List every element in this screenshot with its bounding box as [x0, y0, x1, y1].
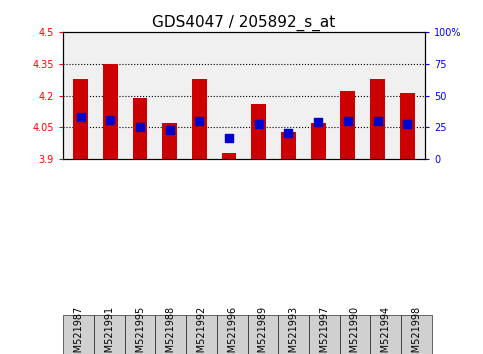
- Bar: [281, 132, 296, 159]
- Text: GSM521991: GSM521991: [104, 306, 114, 354]
- Text: GSM521998: GSM521998: [412, 306, 421, 354]
- Point: [403, 121, 411, 126]
- Text: GSM521987: GSM521987: [74, 306, 84, 354]
- Bar: [132, 98, 147, 159]
- Point: [166, 127, 173, 133]
- Bar: [103, 64, 118, 159]
- Text: GSM521996: GSM521996: [227, 306, 237, 354]
- Point: [77, 114, 85, 120]
- Text: GSM521994: GSM521994: [381, 306, 391, 354]
- Point: [374, 118, 382, 124]
- Bar: [251, 104, 266, 159]
- Point: [314, 120, 322, 125]
- Bar: [370, 79, 385, 159]
- Text: GSM521989: GSM521989: [258, 306, 268, 354]
- Text: GSM521988: GSM521988: [166, 306, 176, 354]
- Bar: [73, 79, 88, 159]
- Title: GDS4047 / 205892_s_at: GDS4047 / 205892_s_at: [152, 14, 336, 30]
- Text: GSM521990: GSM521990: [350, 306, 360, 354]
- Text: GSM521993: GSM521993: [288, 306, 298, 354]
- Point: [225, 135, 233, 141]
- Point: [284, 130, 292, 135]
- Bar: [222, 153, 237, 159]
- Text: GSM521992: GSM521992: [197, 306, 207, 354]
- Point: [344, 118, 352, 124]
- Text: GSM521995: GSM521995: [135, 306, 145, 354]
- Point: [255, 121, 263, 126]
- Bar: [192, 79, 207, 159]
- Point: [136, 125, 144, 130]
- Bar: [400, 93, 414, 159]
- Bar: [341, 91, 355, 159]
- Point: [196, 118, 203, 124]
- Text: GSM521997: GSM521997: [319, 306, 329, 354]
- Bar: [311, 123, 326, 159]
- Bar: [162, 123, 177, 159]
- Point: [106, 117, 114, 122]
